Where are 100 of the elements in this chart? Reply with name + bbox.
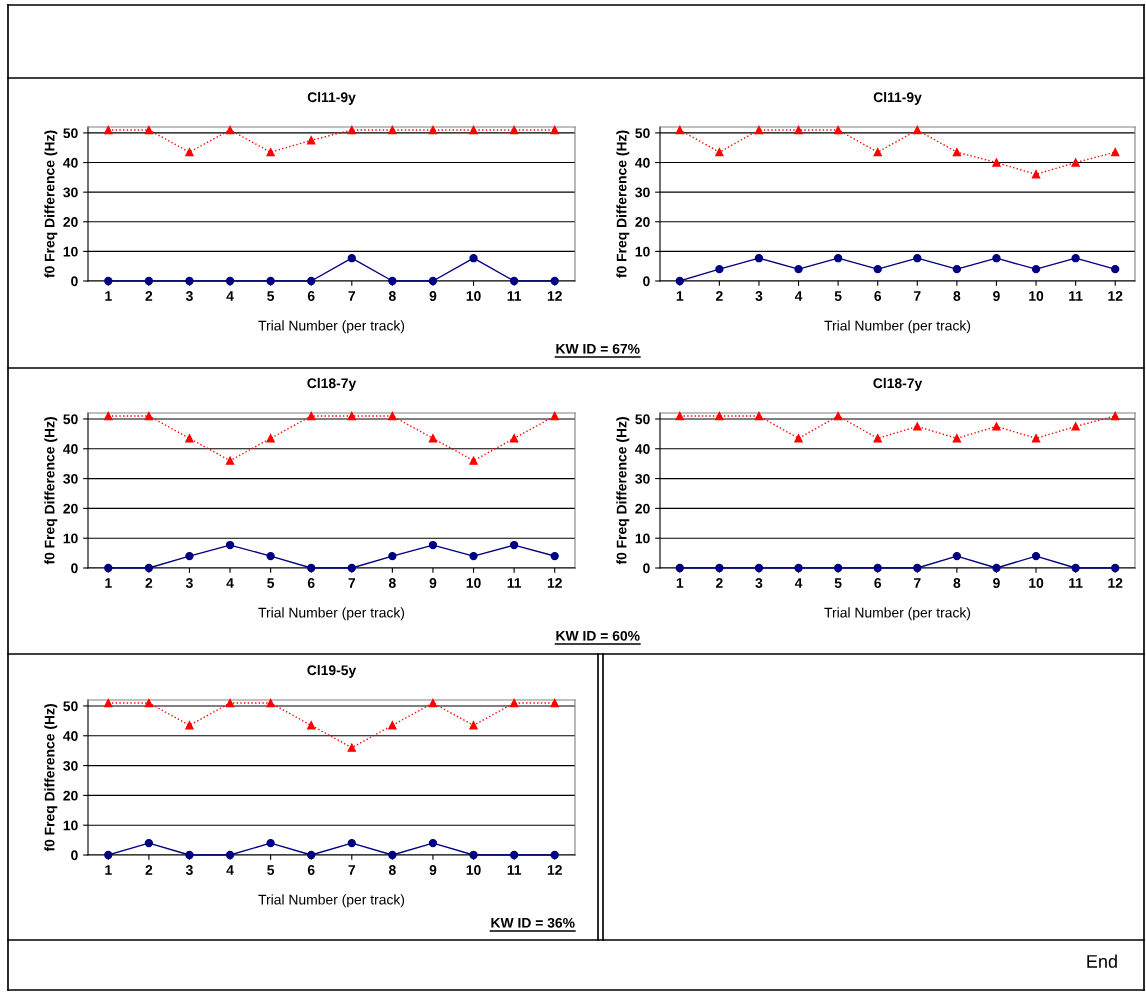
x-tick-label: 5: [267, 291, 275, 301]
point: [104, 698, 113, 708]
y-tick-label: 40: [63, 444, 78, 454]
x-axis-title: Trial Number (per track): [824, 320, 971, 334]
y-tick-label: 20: [63, 503, 78, 514]
chart-title: Cl18-7y: [307, 377, 357, 391]
x-axis-title: Trial Number (per track): [258, 607, 405, 621]
point: [428, 540, 438, 550]
x-tick-label: 11: [1069, 291, 1083, 301]
point: [873, 148, 882, 157]
point: [469, 456, 478, 465]
point: [509, 434, 519, 443]
x-tick-label: 10: [466, 865, 481, 875]
y-tick-label: 30: [63, 760, 78, 771]
point: [347, 125, 356, 135]
point: [913, 254, 922, 263]
point: [952, 434, 962, 443]
y-tick-label: 0: [71, 276, 78, 287]
point: [225, 850, 235, 860]
x-tick-label: 11: [507, 865, 522, 875]
x-tick-label: 1: [105, 865, 112, 875]
x-tick-label: 7: [914, 291, 921, 301]
point: [225, 456, 235, 465]
x-tick-label: 5: [834, 578, 842, 588]
text: End: [1087, 954, 1117, 968]
y-axis-title: f0 Freq Difference (Hz): [44, 704, 58, 852]
x-tick-label: 7: [348, 291, 356, 301]
point: [428, 698, 438, 708]
x-tick-label: 11: [507, 578, 522, 588]
x-tick-label: 8: [388, 291, 396, 301]
point: [225, 698, 235, 708]
y-tick-label: 50: [635, 128, 650, 139]
x-tick-label: 2: [145, 865, 153, 875]
x-tick-label: 2: [715, 578, 723, 588]
point: [992, 422, 1001, 431]
x-tick-label: 10: [466, 578, 481, 588]
x-tick-label: 12: [547, 578, 562, 588]
point: [1071, 254, 1080, 263]
point: [675, 411, 684, 421]
text: KW ID = 67%: [556, 343, 640, 354]
point: [509, 276, 519, 286]
point: [428, 276, 438, 286]
point: [347, 563, 356, 573]
x-tick-label: 4: [794, 291, 803, 301]
y-tick-label: 0: [643, 276, 650, 287]
y-axis-title: f0 Freq Difference (Hz): [616, 417, 630, 565]
x-tick-label: 3: [185, 291, 193, 301]
x-tick-label: 4: [226, 578, 234, 588]
point: [347, 743, 356, 752]
x-tick-label: 4: [794, 578, 803, 588]
y-tick-label: 20: [635, 217, 650, 227]
y-tick-label: 0: [643, 563, 650, 574]
point: [509, 850, 519, 860]
point: [715, 148, 724, 157]
point: [550, 125, 559, 135]
point: [307, 563, 316, 573]
x-tick-label: 12: [547, 865, 562, 875]
y-tick-label: 50: [63, 414, 78, 425]
point: [992, 563, 1001, 573]
point: [794, 434, 803, 443]
point: [144, 838, 154, 848]
x-tick-label: 12: [1108, 578, 1123, 588]
point: [1111, 148, 1120, 157]
point: [675, 563, 684, 573]
point: [347, 411, 356, 421]
y-tick-label: 20: [63, 217, 78, 227]
point: [952, 148, 962, 157]
point: [469, 721, 478, 730]
point: [754, 125, 764, 135]
x-tick-label: 3: [755, 578, 763, 588]
x-tick-label: 10: [1029, 291, 1044, 301]
point: [754, 563, 764, 573]
point: [185, 850, 194, 860]
x-tick-label: 6: [307, 291, 315, 301]
point: [185, 434, 194, 443]
point: [1071, 158, 1080, 167]
point: [347, 254, 356, 263]
x-tick-label: 7: [348, 865, 356, 875]
point: [913, 125, 922, 135]
x-tick-label: 12: [547, 291, 562, 301]
point: [388, 850, 397, 860]
y-tick-label: 50: [635, 414, 650, 425]
y-tick-label: 0: [71, 563, 78, 574]
x-tick-label: 6: [874, 578, 882, 588]
x-tick-label: 2: [145, 578, 153, 588]
point: [992, 158, 1001, 167]
x-tick-label: 2: [145, 291, 153, 301]
point: [509, 540, 519, 550]
point: [185, 148, 194, 157]
point: [144, 125, 154, 135]
point: [225, 276, 235, 286]
point: [1031, 551, 1041, 561]
point: [144, 276, 154, 286]
x-tick-label: 1: [105, 291, 112, 301]
y-tick-label: 10: [63, 533, 78, 544]
point: [307, 136, 316, 145]
y-tick-label: 0: [71, 850, 78, 861]
x-axis-title: Trial Number (per track): [258, 894, 405, 908]
point: [144, 698, 154, 708]
point: [754, 411, 764, 421]
